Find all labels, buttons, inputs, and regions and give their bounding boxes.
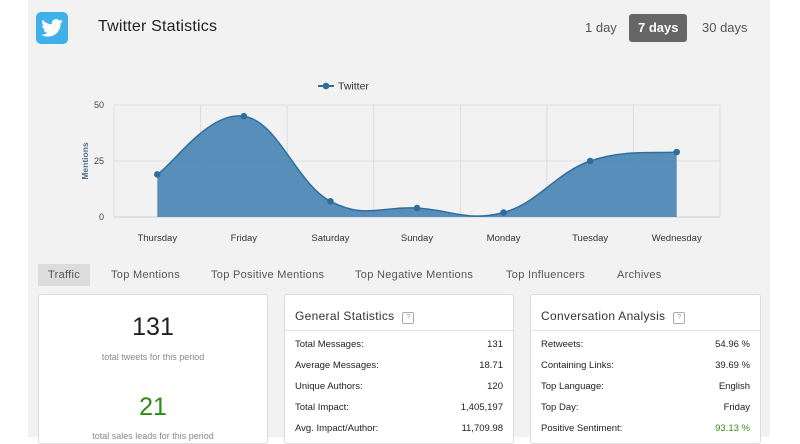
divider bbox=[285, 330, 513, 331]
sales-leads-count: 21 bbox=[139, 393, 167, 421]
stat-label: Unique Authors: bbox=[295, 381, 363, 392]
x-tick-label: Monday bbox=[487, 233, 521, 244]
conversation-analysis-card: Conversation Analysis? Retweets: 54.96 % … bbox=[530, 294, 761, 444]
data-point bbox=[500, 209, 507, 216]
tab-top-mentions[interactable]: Top Mentions bbox=[111, 269, 181, 281]
analysis-row: Top Language: English bbox=[541, 379, 750, 395]
stat-value: 131 bbox=[487, 339, 503, 350]
analysis-label: Retweets: bbox=[541, 339, 584, 350]
x-tick-label: Tuesday bbox=[572, 233, 608, 244]
tab-archives[interactable]: Archives bbox=[617, 269, 662, 281]
data-point bbox=[413, 204, 421, 212]
help-icon[interactable]: ? bbox=[402, 312, 415, 324]
stat-label: Total Messages: bbox=[295, 339, 364, 350]
stat-row: Total Messages: 131 bbox=[295, 337, 503, 353]
analysis-value: 93.13 % bbox=[715, 423, 750, 434]
conversation-analysis-title-text: Conversation Analysis bbox=[541, 309, 666, 323]
analysis-row: Top Day: Friday bbox=[541, 400, 750, 416]
stat-row: Avg. Impact/Author: 11,709.98 bbox=[295, 421, 503, 437]
x-tick-label: Friday bbox=[231, 233, 258, 244]
general-statistics-title-text: General Statistics bbox=[295, 309, 395, 323]
analysis-row: Containing Links: 39.69 % bbox=[541, 358, 750, 374]
tab-top-negative-mentions[interactable]: Top Negative Mentions bbox=[355, 269, 474, 281]
stat-label: Avg. Impact/Author: bbox=[295, 423, 379, 434]
help-icon[interactable]: ? bbox=[673, 312, 686, 324]
data-point bbox=[327, 198, 334, 205]
analysis-label: Positive Sentiment: bbox=[541, 423, 623, 434]
data-point bbox=[153, 171, 161, 178]
x-tick-label: Sunday bbox=[401, 233, 433, 244]
data-point bbox=[673, 148, 681, 156]
stat-value: 18.71 bbox=[479, 360, 503, 371]
data-point bbox=[240, 112, 248, 120]
right-margin bbox=[770, 0, 800, 437]
summary-card: 131 total tweets for this period 21 tota… bbox=[38, 294, 268, 444]
twitter-bird-icon bbox=[36, 12, 68, 44]
analysis-label: Containing Links: bbox=[541, 360, 614, 371]
x-tick-label: Thursday bbox=[137, 233, 177, 244]
general-statistics-card: General Statistics? Total Messages: 131 A… bbox=[284, 294, 514, 444]
analysis-value: 39.69 % bbox=[715, 360, 750, 371]
range-7-days-button[interactable]: 7 days bbox=[629, 14, 688, 42]
stat-value: 11,709.98 bbox=[461, 423, 503, 434]
legend-point-marker bbox=[322, 82, 330, 90]
stat-row: Average Messages: 18.71 bbox=[295, 358, 503, 374]
analysis-row: Retweets: 54.96 % bbox=[541, 337, 750, 353]
stat-row: Unique Authors: 120 bbox=[295, 379, 503, 395]
analysis-label: Top Language: bbox=[541, 381, 604, 392]
x-tick-label: Saturday bbox=[311, 233, 349, 244]
total-tweets-caption: total tweets for this period bbox=[101, 352, 205, 362]
mentions-area-chart: 0 25 50 Mentions Thursday Friday Saturday Sunda… bbox=[80, 81, 721, 244]
total-tweets-count: 131 bbox=[132, 313, 174, 341]
x-tick-label: Wednesday bbox=[652, 233, 702, 244]
analysis-label: Top Day: bbox=[541, 402, 579, 413]
range-30-days-button[interactable]: 30 days bbox=[702, 20, 748, 35]
analysis-value: 54.96 % bbox=[715, 339, 750, 350]
range-1-day-button[interactable]: 1 day bbox=[585, 20, 617, 35]
y-tick-label: 50 bbox=[94, 100, 104, 110]
stat-row: Total Impact: 1,405,197 bbox=[295, 400, 503, 416]
twitter-series-area bbox=[157, 115, 677, 217]
tab-top-influencers[interactable]: Top Influencers bbox=[506, 269, 586, 281]
conversation-analysis-title: Conversation Analysis? bbox=[541, 309, 686, 324]
stat-label: Average Messages: bbox=[295, 360, 379, 371]
sales-leads-caption: total sales leads for this period bbox=[92, 431, 214, 441]
analysis-row: Positive Sentiment: 93.13 % bbox=[541, 421, 750, 437]
page-title: Twitter Statistics bbox=[98, 18, 218, 35]
general-statistics-title: General Statistics? bbox=[295, 309, 415, 324]
y-axis-label: Mentions bbox=[80, 142, 90, 180]
analysis-value: English bbox=[718, 381, 750, 392]
tab-traffic[interactable]: Traffic bbox=[38, 264, 91, 286]
analysis-value: Friday bbox=[723, 402, 750, 413]
legend-label: Twitter bbox=[338, 81, 369, 93]
tab-top-positive-mentions[interactable]: Top Positive Mentions bbox=[211, 269, 325, 281]
divider bbox=[531, 330, 760, 331]
data-point bbox=[586, 157, 594, 165]
stat-value: 1,405,197 bbox=[460, 402, 503, 413]
stat-value: 120 bbox=[487, 381, 503, 392]
y-tick-label: 25 bbox=[94, 156, 104, 166]
left-margin bbox=[0, 0, 28, 437]
stat-label: Total Impact: bbox=[295, 402, 349, 413]
y-tick-label: 0 bbox=[99, 212, 104, 222]
